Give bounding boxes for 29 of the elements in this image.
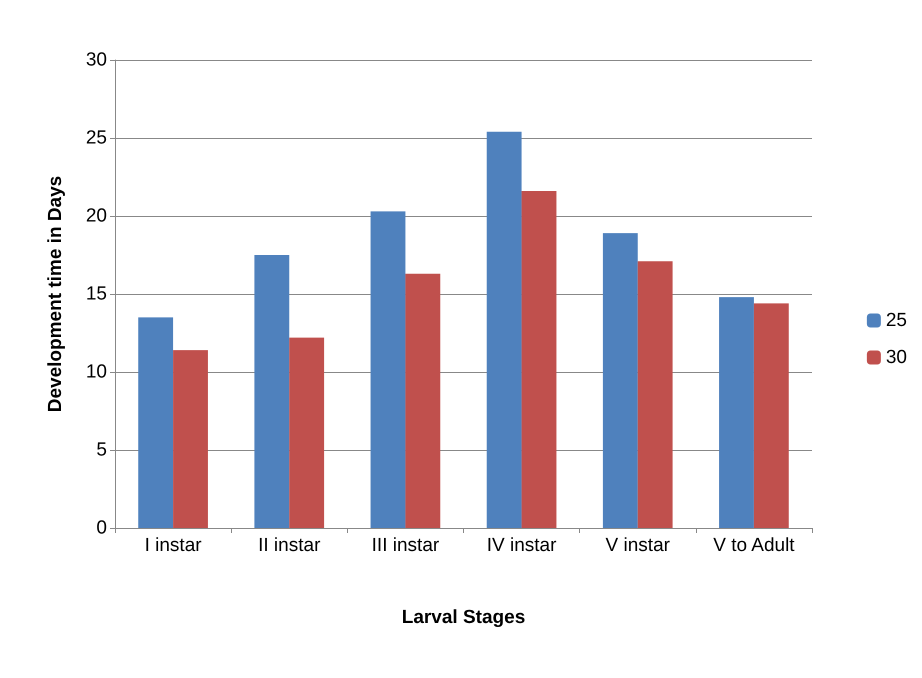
x-tick-label: III instar	[372, 535, 440, 556]
bar	[254, 255, 290, 528]
bar	[602, 233, 638, 528]
y-axis-title: Development time in Days	[45, 176, 66, 412]
x-tick-label: V instar	[606, 535, 671, 556]
bar	[173, 350, 208, 528]
x-axis-title: Larval Stages	[402, 607, 526, 628]
y-tick-label: 15	[86, 284, 107, 304]
y-tick-label: 10	[86, 362, 107, 382]
bar	[486, 132, 522, 528]
bar	[754, 303, 789, 528]
y-tick-label: 25	[86, 128, 107, 148]
bar	[289, 338, 324, 528]
legend-label: 25	[886, 310, 908, 331]
x-tick-label: II instar	[258, 535, 322, 556]
bar	[638, 261, 673, 528]
x-tick-label: IV instar	[486, 535, 558, 556]
legend-label: 30	[886, 347, 908, 368]
y-tick-label: 20	[86, 206, 107, 226]
y-tick-label: 30	[86, 50, 107, 70]
x-tick-label: V to Adult	[713, 535, 796, 556]
bar	[719, 297, 754, 528]
bar	[522, 191, 556, 528]
bar	[370, 211, 406, 528]
x-tick-label: I instar	[144, 535, 202, 556]
y-tick-label: 5	[96, 440, 107, 460]
bar	[405, 274, 440, 528]
bar	[138, 317, 174, 528]
y-tick-label: 0	[96, 518, 107, 538]
